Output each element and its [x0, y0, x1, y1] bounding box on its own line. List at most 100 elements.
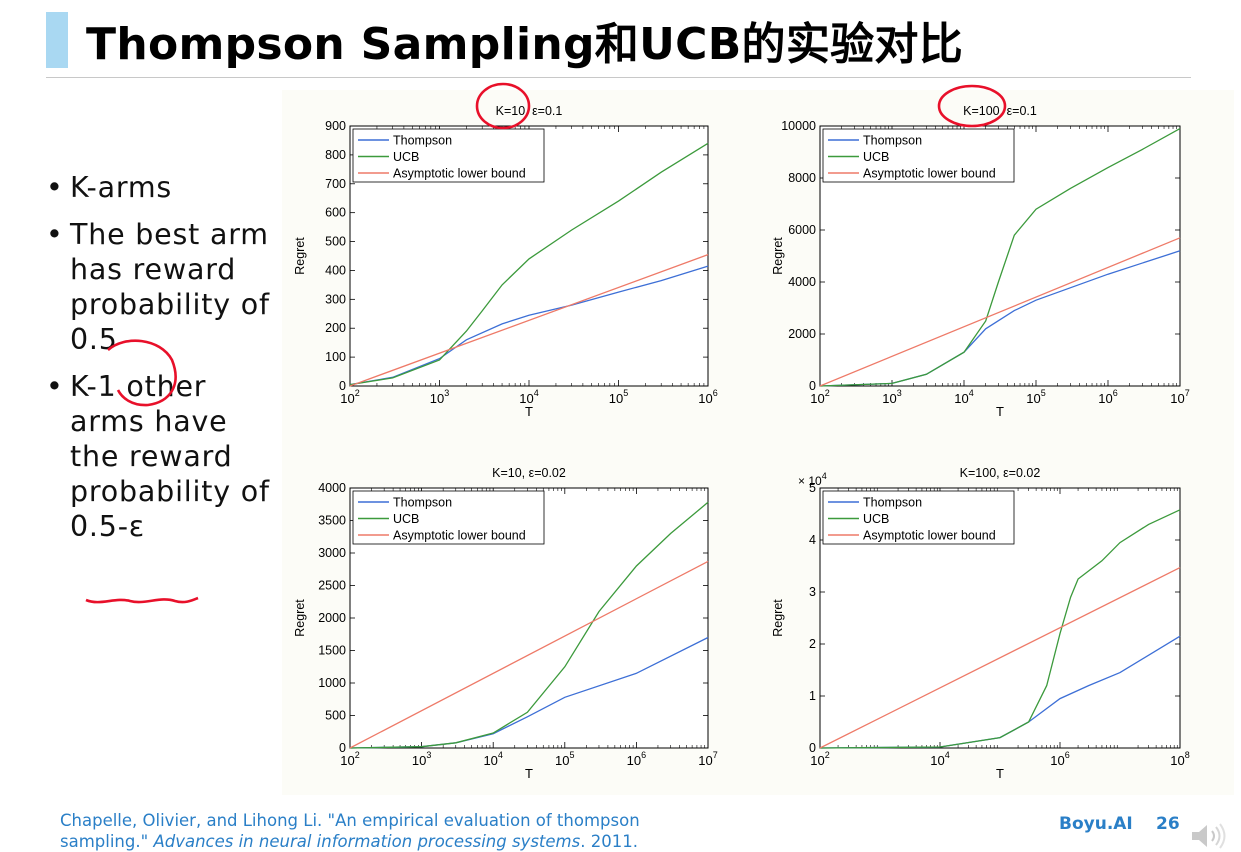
charts-svg: 0 100 200 300 400 500 6 0 0 700 800 900 102 103 104 105…: [293, 104, 1190, 781]
y-multiplier: × 104: [798, 471, 827, 488]
y-tick-label: 5: [809, 481, 816, 495]
y-tick-label: 10000: [781, 119, 816, 133]
x-tick-exponent: 6: [1065, 750, 1070, 760]
y-tick-label: 800: [325, 148, 346, 162]
legend-label-1: Thompson: [393, 134, 452, 148]
x-tick-exponent: 2: [825, 388, 830, 398]
legend-label-1: Thompson: [393, 496, 452, 510]
legend-label-2: UCB: [393, 512, 419, 526]
series-line-2: [349, 142, 709, 386]
bullet-other-arms: K-1 other arms have the reward probabili…: [46, 369, 281, 544]
x-tick-exponent: 3: [426, 750, 431, 760]
title-accent-bar: [46, 12, 68, 68]
x-tick-label: 105: [555, 750, 574, 768]
x-tick-exponent: 2: [355, 750, 360, 760]
y-tick-label: 1000: [318, 676, 346, 690]
y-tick-label: 2: [809, 637, 816, 651]
x-axis-label: T: [996, 404, 1004, 419]
x-tick-exponent: 7: [713, 750, 718, 760]
chart-3: 0 500 1000 1500 2000 2500 3000 3500 4000 102 103 10…: [293, 466, 718, 781]
x-tick-exponent: 4: [969, 388, 974, 398]
legend-label-3: Asymptotic lower bound: [393, 167, 526, 181]
x-tick-label: 108: [1170, 750, 1189, 768]
y-tick-label: 900: [325, 119, 346, 133]
y-tick-label: 0: [809, 379, 816, 393]
x-axis-label: T: [525, 404, 533, 419]
x-axis-label: T: [996, 766, 1004, 781]
x-tick-label: 103: [882, 388, 901, 406]
annotation-underline-eps: [85, 596, 199, 604]
x-tick-exponent: 2: [355, 388, 360, 398]
y-tick-label: 200: [325, 321, 346, 335]
x-tick-label: 102: [340, 388, 359, 406]
citation-year: . 2011.: [580, 832, 638, 851]
y-tick-label: 400: [325, 263, 346, 277]
legend-label-2: UCB: [863, 150, 889, 164]
brand-label: Boyu.AI: [1059, 814, 1133, 834]
y-tick-label: 700: [325, 177, 346, 191]
y-tick-label: 8000: [788, 171, 816, 185]
chart-2: 0 2000 4000 6000 8000 10000 102 103 104 105 106 107…: [771, 104, 1190, 419]
y-tick-label: 100: [325, 350, 346, 364]
chart-title: K=10, ε=0.02: [492, 466, 566, 480]
x-tick-exponent: 2: [825, 750, 830, 760]
legend-label-3: Asymptotic lower bound: [393, 529, 526, 543]
speaker-icon[interactable]: [1190, 822, 1230, 850]
series-line-3: [349, 560, 709, 749]
y-tick-label: 6000: [788, 223, 816, 237]
bullet-k-arms: K-arms: [46, 170, 281, 205]
legend-label-1: Thompson: [863, 496, 922, 510]
series-line-2: [819, 128, 1181, 387]
y-axis-label: Regret: [771, 237, 785, 275]
x-tick-exponent: 5: [1041, 388, 1046, 398]
chart-title: K=10, ε=0.1: [496, 104, 563, 118]
legend-label-2: UCB: [863, 512, 889, 526]
y-tick-label: 3500: [318, 514, 346, 528]
y-tick-label: 2500: [318, 579, 346, 593]
x-tick-exponent: 3: [897, 388, 902, 398]
x-tick-exponent: 5: [623, 388, 628, 398]
y-tick-label: 2000: [788, 327, 816, 341]
x-tick-exponent: 6: [713, 388, 718, 398]
x-tick-label: 107: [1170, 388, 1189, 406]
y-tick-label: 300: [325, 292, 346, 306]
x-tick-label: 106: [627, 750, 646, 768]
x-tick-label: 102: [810, 388, 829, 406]
x-tick-label: 104: [954, 388, 973, 406]
figure-panel: 0 100 200 300 400 500 6 0 0 700 800 900 102 103 104 105…: [282, 90, 1234, 795]
y-tick-label: 0: [339, 379, 346, 393]
y-tick-label: 0: [809, 741, 816, 755]
y-tick-label: 2000: [318, 611, 346, 625]
bullet-best-arm: The best arm has reward probability of 0…: [46, 217, 281, 357]
y-tick-label: 4000: [318, 481, 346, 495]
chart-title: K=100, ε=0.1: [963, 104, 1037, 118]
y-axis-label: Regret: [293, 599, 307, 637]
legend-label-3: Asymptotic lower bound: [863, 529, 996, 543]
y-multiplier-exponent: 4: [822, 471, 827, 481]
y-tick-label: 3000: [318, 546, 346, 560]
y-axis-label: Regret: [293, 237, 307, 275]
x-tick-label: 106: [1098, 388, 1117, 406]
slide-title: Thompson Sampling和UCB的实验对比: [86, 19, 964, 70]
y-tick-label: 1500: [318, 644, 346, 658]
title-divider: [46, 77, 1191, 78]
x-axis-label: T: [525, 766, 533, 781]
series-line-1: [349, 265, 709, 386]
chart-title: K=100, ε=0.02: [960, 466, 1041, 480]
x-tick-exponent: 6: [1113, 388, 1118, 398]
citation: Chapelle, Olivier, and Lihong Li. "An em…: [60, 810, 640, 852]
x-tick-exponent: 3: [444, 388, 449, 398]
x-tick-exponent: 5: [570, 750, 575, 760]
x-tick-exponent: 4: [498, 750, 503, 760]
x-tick-label: 103: [430, 388, 449, 406]
x-tick-exponent: 8: [1185, 750, 1190, 760]
series-line-3: [349, 253, 709, 387]
citation-line1: Chapelle, Olivier, and Lihong Li. "An em…: [60, 811, 640, 830]
citation-line2: sampling." Advances in neural informatio…: [60, 831, 640, 852]
y-tick-label: 0: [339, 741, 346, 755]
y-tick-label: 500: [325, 709, 346, 723]
y-tick-label: 3: [809, 585, 816, 599]
x-tick-label: 103: [412, 750, 431, 768]
